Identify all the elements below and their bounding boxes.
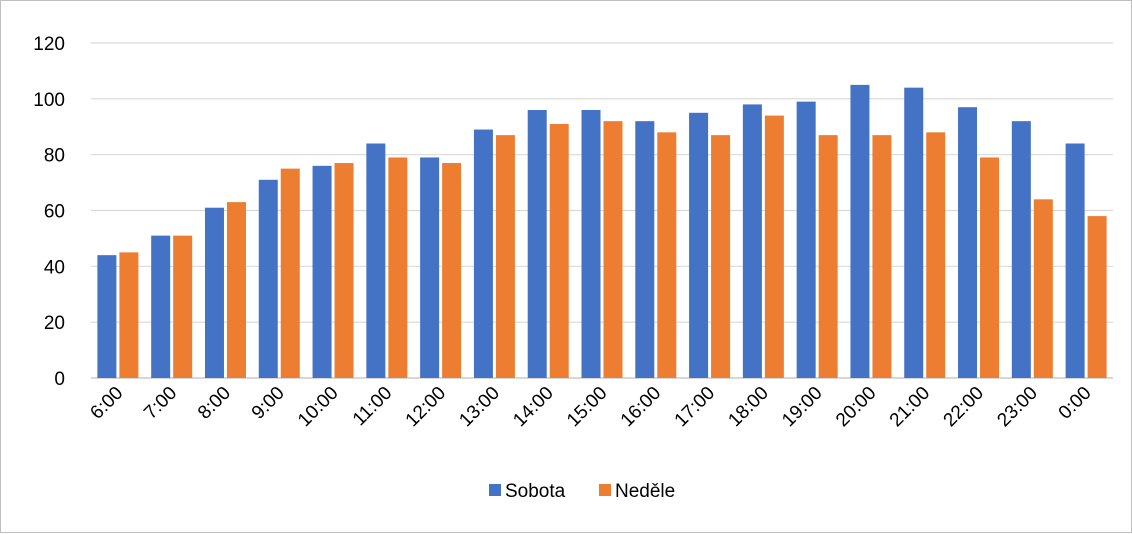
bar-nedele [442,163,462,378]
x-tick-label: 8:00 [194,383,235,424]
x-tick-label: 22:00 [940,383,988,431]
bar-sobota [473,129,493,378]
x-tick-label: 0:00 [1055,383,1096,424]
bar-nedele [549,123,569,378]
bar-sobota [796,101,816,378]
x-tick-label: 18:00 [724,383,772,431]
legend-label: Sobota [505,481,566,502]
bar-nedele [872,135,892,378]
legend-label: Neděle [615,481,675,502]
bar-sobota [904,87,924,379]
bar-nedele [764,115,784,378]
x-tick-label: 11:00 [349,383,396,430]
y-tick-label: 40 [44,257,65,278]
bar-nedele [818,135,838,378]
bar-sobota [527,110,547,378]
bar-sobota [689,112,709,379]
x-axis: 6:00 7:00 8:00 9:00 10:00 11:00 12:00 13:00 14:0… [86,383,1095,431]
y-tick-label: 100 [33,90,65,111]
bar-nedele [280,168,300,378]
bar-sobota [151,235,171,378]
bar-nedele [173,235,193,378]
bar-nedele [119,252,139,378]
x-tick-label: 14:00 [509,383,557,431]
legend: Sobota Neděle [489,481,675,502]
bar-sobota [958,107,978,378]
y-axis: 0 20 40 60 80 100 120 [33,34,65,390]
y-tick-label: 120 [33,34,65,55]
y-tick-label: 60 [44,202,65,223]
bars-layer [97,84,1107,379]
bar-sobota [97,255,117,378]
bar-nedele [1033,199,1053,378]
x-tick-label: 20:00 [832,383,880,431]
bar-nedele [495,135,515,378]
bar-nedele [657,132,677,378]
bar-sobota [312,165,332,378]
x-tick-label: 12:00 [402,383,450,431]
x-tick-label: 6:00 [86,383,127,424]
bar-nedele [388,157,408,378]
bar-sobota [420,157,440,378]
bar-sobota [204,207,224,378]
bar-nedele [980,157,1000,378]
x-tick-label: 16:00 [617,383,665,431]
bar-sobota [1065,143,1085,378]
y-tick-label: 20 [44,313,65,334]
bar-nedele [603,121,623,379]
bar-sobota [742,104,762,379]
x-tick-label: 17:00 [671,383,719,431]
bar-sobota [366,143,386,378]
x-tick-label: 21:00 [886,383,934,431]
legend-swatch [599,484,611,496]
x-tick-label: 7:00 [140,383,181,424]
bar-sobota [1011,121,1031,379]
bar-nedele [334,163,354,378]
y-tick-label: 0 [54,369,65,390]
x-tick-label: 23:00 [993,383,1041,431]
bar-sobota [850,84,870,378]
x-tick-label: 10:00 [294,383,342,431]
bar-sobota [635,121,655,379]
bar-nedele [226,202,246,378]
legend-swatch [489,484,501,496]
bar-nedele [926,132,946,378]
bar-sobota [581,110,601,378]
bar-sobota [258,179,278,378]
x-tick-label: 9:00 [248,383,289,424]
x-tick-label: 19:00 [778,383,826,431]
bar-nedele [711,135,731,378]
x-tick-label: 13:00 [455,383,503,431]
bar-nedele [1087,216,1107,378]
x-tick-label: 15:00 [563,383,611,431]
y-tick-label: 80 [44,146,65,167]
